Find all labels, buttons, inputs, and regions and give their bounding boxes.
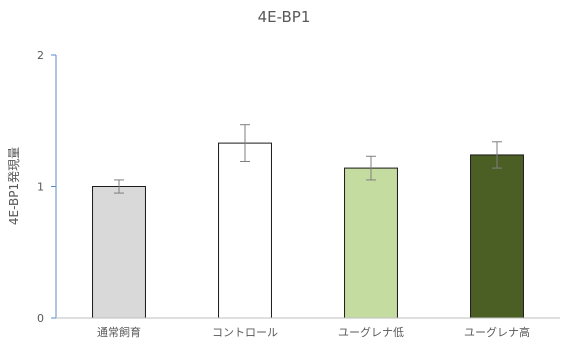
error-bars [114,124,502,194]
y-tick-label: 1 [37,181,44,194]
x-axis-ticks: 通常飼育 コントロール ユーグレナ低 ユーグレナ高 [97,325,530,339]
chart-title: 4E-BP1 [258,8,311,26]
bar [218,142,272,319]
x-tick-label: ユーグレナ高 [464,325,530,339]
y-tick-label: 0 [37,312,44,325]
bar [344,167,398,319]
y-tick-label: 2 [37,49,44,62]
bar [470,154,524,319]
y-axis-label: 4E-BP1発現量 [7,147,21,225]
y-axis-ticks: 0 1 2 [37,49,56,325]
bars [92,142,524,319]
x-tick-label: ユーグレナ低 [338,325,404,339]
bar [92,186,146,319]
x-tick-label: 通常飼育 [97,325,141,339]
x-tick-label: コントロール [212,326,278,339]
